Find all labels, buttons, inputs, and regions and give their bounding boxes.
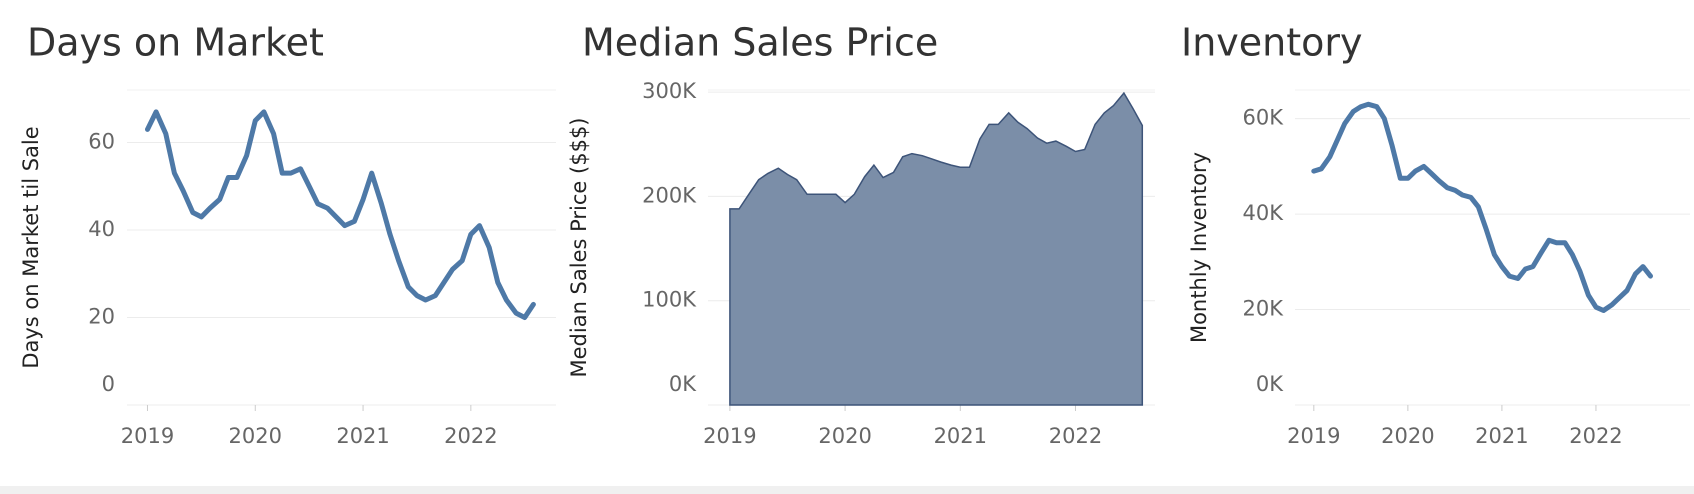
x-tick-label: 2020 [1381, 424, 1434, 448]
x-tick-label: 2022 [1569, 424, 1622, 448]
x-tick-label: 2020 [229, 424, 282, 448]
y-tick-label: 40 [88, 217, 115, 241]
line [1311, 101, 1653, 313]
x-tick-label: 2022 [444, 424, 497, 448]
x-tick-label: 2021 [934, 424, 987, 448]
x-tick-label: 2021 [336, 424, 389, 448]
y-tick-label: 0K [669, 372, 697, 396]
y-tick-label: 20 [88, 305, 115, 329]
x-tick-label: 2022 [1049, 424, 1102, 448]
y-tick-label: 300K [642, 79, 697, 103]
y-tick-label: 0K [1256, 372, 1284, 396]
chart-title: Median Sales Price [582, 21, 938, 65]
y-tick-label: 60 [88, 130, 115, 154]
x-tick-label: 2019 [1287, 424, 1340, 448]
y-tick-label: 200K [642, 183, 697, 207]
line [145, 109, 536, 320]
y-tick-label: 100K [642, 288, 697, 312]
x-tick-label: 2021 [1475, 424, 1528, 448]
y-tick-label: 0 [102, 372, 115, 396]
y-axis-title: Days on Market til Sale [19, 126, 43, 368]
y-axis-title: Median Sales Price ($$$) [567, 118, 591, 378]
area [729, 91, 1144, 406]
x-tick-label: 2020 [818, 424, 871, 448]
y-tick-label: 60K [1243, 106, 1285, 130]
x-tick-label: 2019 [703, 424, 756, 448]
chart-title: Inventory [1181, 21, 1363, 65]
y-tick-label: 20K [1243, 297, 1285, 321]
footer-strip [0, 486, 1694, 494]
chart-title: Days on Market [27, 21, 324, 65]
x-tick-label: 2019 [121, 424, 174, 448]
y-axis-title: Monthly Inventory [1187, 152, 1211, 343]
y-tick-label: 40K [1243, 201, 1285, 225]
